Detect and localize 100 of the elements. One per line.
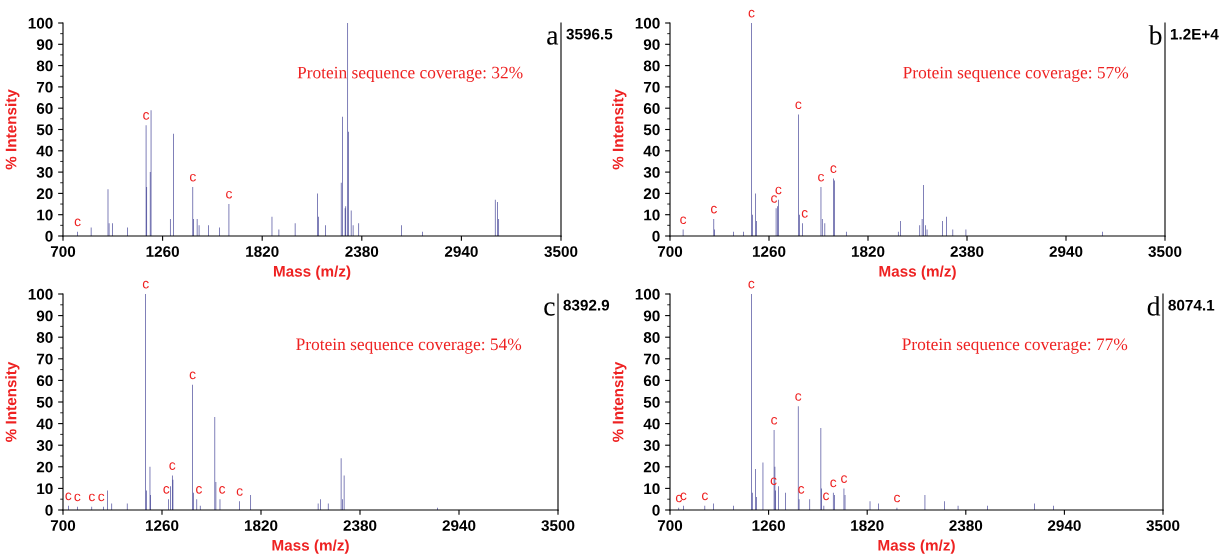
y-tick-label: 60 [643,103,660,114]
annotation: c [830,479,837,488]
y-tick-label: 0 [652,504,660,516]
x-axis-title: Mass (m/z) [879,265,956,280]
x-axis-title: Mass (m/z) [272,539,349,554]
x-tick-label: 1820 [851,246,885,257]
y-tick-label: 0 [45,230,53,242]
annotation: c [775,186,782,195]
y-tick-label: 30 [643,440,660,451]
annotation: c [795,101,802,110]
annotation: c [675,494,682,503]
y-tick-label: 50 [36,124,53,136]
y-tick-label: 80 [36,332,53,343]
annotation: c [169,462,176,470]
y-tick-label: 90 [643,310,660,322]
annotation: Protein sequence coverage: 54% [296,338,522,354]
x-tick-label: 3500 [541,520,575,531]
y-tick-label: 80 [643,60,660,72]
annotation: Protein sequence coverage: 57% [903,66,1129,82]
annotation: c [798,486,805,494]
x-tick-label: 1820 [244,520,278,531]
y-tick-label: 40 [643,418,660,430]
annotation: c [74,493,81,502]
y-tick-label: 80 [36,60,53,72]
x-tick-label: 2940 [444,246,478,257]
y-tick-label: 10 [37,209,53,221]
y-tick-label: 10 [37,483,53,495]
y-tick-label: 100 [28,17,53,29]
annotation: d [1147,296,1161,316]
annotation: Protein sequence coverage: 32% [297,66,523,82]
x-tick-label: 1260 [752,246,786,257]
y-tick-label: 20 [643,461,660,473]
y-tick-label: 40 [36,145,53,157]
annotation: c [163,486,170,494]
annotation: c [818,173,825,182]
y-tick-label: 100 [635,288,660,300]
y-tick-label: 60 [36,375,53,387]
annotation: c [801,210,808,218]
annotation: c [88,493,95,502]
y-tick-label: 30 [36,166,53,178]
x-tick-label: 3500 [1148,246,1182,257]
annotation: Protein sequence coverage: 77% [902,338,1128,354]
y-tick-label: 90 [36,39,53,50]
annotation: c [98,493,105,502]
x-tick-label: 700 [50,520,76,531]
annotation: c [701,492,708,501]
annotation: c [65,492,72,501]
x-tick-label: 2380 [345,246,379,257]
annotation: c [748,9,755,18]
y-axis-title: % Intensity [5,361,20,442]
y-tick-label: 60 [36,103,53,114]
y-tick-label: 70 [643,353,660,365]
annotation: c [236,488,243,496]
y-tick-label: 20 [36,188,53,200]
y-axis-title: % Intensity [612,361,627,442]
x-axis-title: Mass (m/z) [273,265,351,280]
y-tick-label: 70 [36,353,53,365]
annotation: c [189,173,196,182]
y-tick-label: 0 [652,230,660,242]
text: 8074.1 [1168,299,1215,311]
y-tick-label: 70 [643,81,660,93]
x-tick-label: 1260 [146,246,179,257]
y-tick-label: 40 [36,418,53,430]
x-tick-label: 2940 [442,520,476,531]
annotation: c [219,486,226,494]
annotation: c [894,494,901,503]
y-tick-label: 30 [36,440,53,451]
y-tick-label: 0 [45,504,53,516]
text: 3596.5 [566,28,613,40]
annotation: c [830,165,837,173]
text: 1.2E+4 [1170,28,1219,40]
y-tick-label: 50 [36,396,53,408]
x-axis-title: Mass (m/z) [878,539,955,554]
annotation: c [771,195,778,203]
annotation: c [680,216,687,225]
x-tick-label: 3500 [1146,520,1180,531]
y-tick-label: 100 [28,288,53,300]
annotation: c [143,112,150,120]
x-tick-label: 1260 [145,520,179,531]
annotation: b [1148,25,1162,45]
annotation: c [748,280,755,289]
annotation: c [74,218,81,227]
text: 8392.9 [563,299,610,311]
y-tick-label: 60 [643,375,660,387]
y-tick-label: 10 [644,483,660,495]
annotation: c [795,393,802,401]
x-tick-label: 2380 [949,520,983,531]
x-tick-label: 700 [657,520,683,531]
annotation: c [226,190,233,199]
y-axis-title: % Intensity [612,89,627,170]
y-tick-label: 90 [36,310,53,322]
x-tick-label: 1820 [851,520,884,531]
x-tick-label: 1820 [246,246,279,257]
x-tick-label: 3500 [544,246,578,257]
annotation: c [771,416,778,425]
annotation: c [189,371,196,380]
annotation: a [547,31,559,45]
x-tick-label: 700 [657,246,683,257]
y-tick-label: 50 [643,124,660,136]
x-tick-label: 1260 [752,520,785,531]
